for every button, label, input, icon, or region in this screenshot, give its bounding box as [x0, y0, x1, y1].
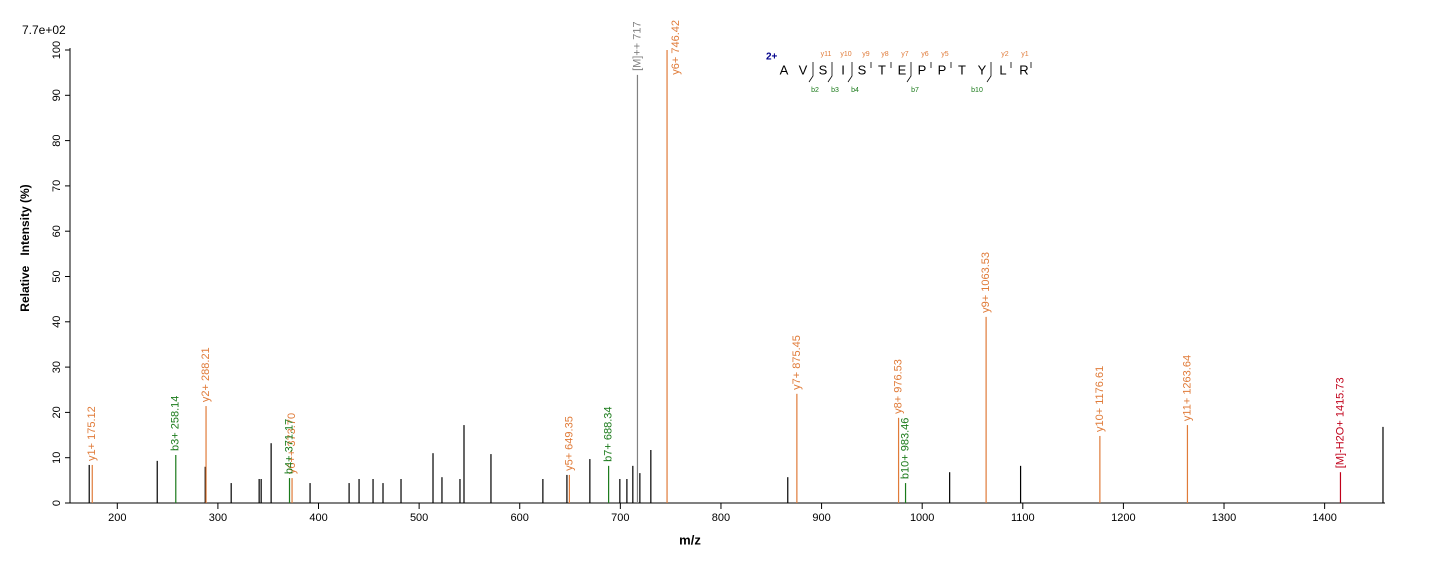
residue: P: [938, 62, 947, 77]
x-tick-label: 700: [611, 512, 629, 524]
residue: S: [858, 62, 867, 77]
residue: R: [1019, 62, 1028, 77]
y-ion: y10: [840, 51, 851, 58]
x-tick-label: 400: [309, 512, 327, 524]
b-ion: b10: [971, 87, 983, 94]
residue: T: [878, 62, 886, 77]
peak-label: y8+ 976.53: [892, 359, 904, 414]
peak-label: b10+ 983.46: [899, 418, 911, 479]
y-tick-label: 70: [51, 180, 63, 192]
residue: T: [958, 62, 966, 77]
residue: A: [780, 62, 789, 77]
residue: E: [898, 62, 907, 77]
peak-label: y6++ 373.70: [286, 413, 298, 474]
residue: V: [799, 62, 808, 77]
peak-label: b3+ 258.14: [170, 396, 182, 451]
y-ion: y7: [901, 51, 909, 58]
y-ion: y9: [862, 51, 870, 58]
peak-label: y6+ 746.42: [670, 20, 682, 75]
y-tick-label: 90: [51, 89, 63, 101]
peak-label: y7+ 875.45: [791, 335, 803, 390]
peak-label: y5+ 649.35: [563, 416, 575, 471]
residue: L: [999, 62, 1006, 77]
b-ion: b4: [851, 87, 859, 94]
x-tick-label: 600: [511, 512, 529, 524]
y-ion: y1: [1021, 51, 1029, 58]
residue: P: [918, 62, 927, 77]
x-tick-label: 1200: [1111, 512, 1135, 524]
peak-label: b7+ 688.34: [603, 406, 615, 461]
charge: 2+: [766, 52, 778, 63]
y-ion: y6: [921, 51, 929, 58]
y-tick-label: 20: [51, 406, 63, 418]
peak-label: b4+ 371.17: [283, 419, 295, 474]
y-tick-label: 40: [51, 316, 63, 328]
y-ion: y5: [941, 51, 949, 58]
peak-label: [M]++ 717: [631, 21, 643, 71]
y-tick-label: 30: [51, 361, 63, 373]
peptide-map: [808, 62, 1032, 83]
y-tick-label: 10: [51, 452, 63, 464]
peak-label: y1+ 175.12: [86, 406, 98, 461]
x-tick-label: 200: [108, 512, 126, 524]
x-tick-label: 1300: [1212, 512, 1236, 524]
y-ion: y2: [1001, 51, 1009, 58]
fragment-brackets: [808, 62, 1032, 83]
y-ion: y8: [881, 51, 889, 58]
x-tick-label: 300: [209, 512, 227, 524]
y-tick-label: 0: [51, 500, 63, 506]
peak-label: y9+ 1063.53: [980, 252, 992, 313]
x-tick-label: 1100: [1011, 512, 1035, 524]
x-tick-label: 1000: [910, 512, 934, 524]
peak-label: y11+ 1263.64: [1181, 355, 1193, 421]
x-tick-label: 800: [712, 512, 730, 524]
b-ion: b3: [831, 87, 839, 94]
peak-label: y10+ 1176.61: [1094, 366, 1106, 432]
x-tick-label: 1400: [1312, 512, 1336, 524]
y-tick-label: 100: [51, 41, 63, 59]
residue: Y: [978, 62, 987, 77]
scale-label: 7.7e+02: [22, 23, 66, 37]
y-tick-label: 50: [51, 270, 63, 282]
y-tick-label: 60: [51, 225, 63, 237]
y-axis-label: Relative Intensity (%): [18, 184, 32, 311]
peak-label: y2+ 288.21: [200, 347, 212, 402]
x-axis-label: m/z: [679, 532, 701, 547]
residue: S: [819, 62, 828, 77]
b-ion: b2: [811, 87, 819, 94]
y-ion: y11: [821, 51, 832, 58]
peak-label: [M]-H2O+ 1415.73: [1334, 377, 1346, 468]
x-tick-label: 500: [410, 512, 428, 524]
b-ion: b7: [911, 87, 919, 94]
x-tick-label: 900: [812, 512, 830, 524]
residue: I: [841, 62, 845, 77]
y-tick-label: 80: [51, 134, 63, 146]
